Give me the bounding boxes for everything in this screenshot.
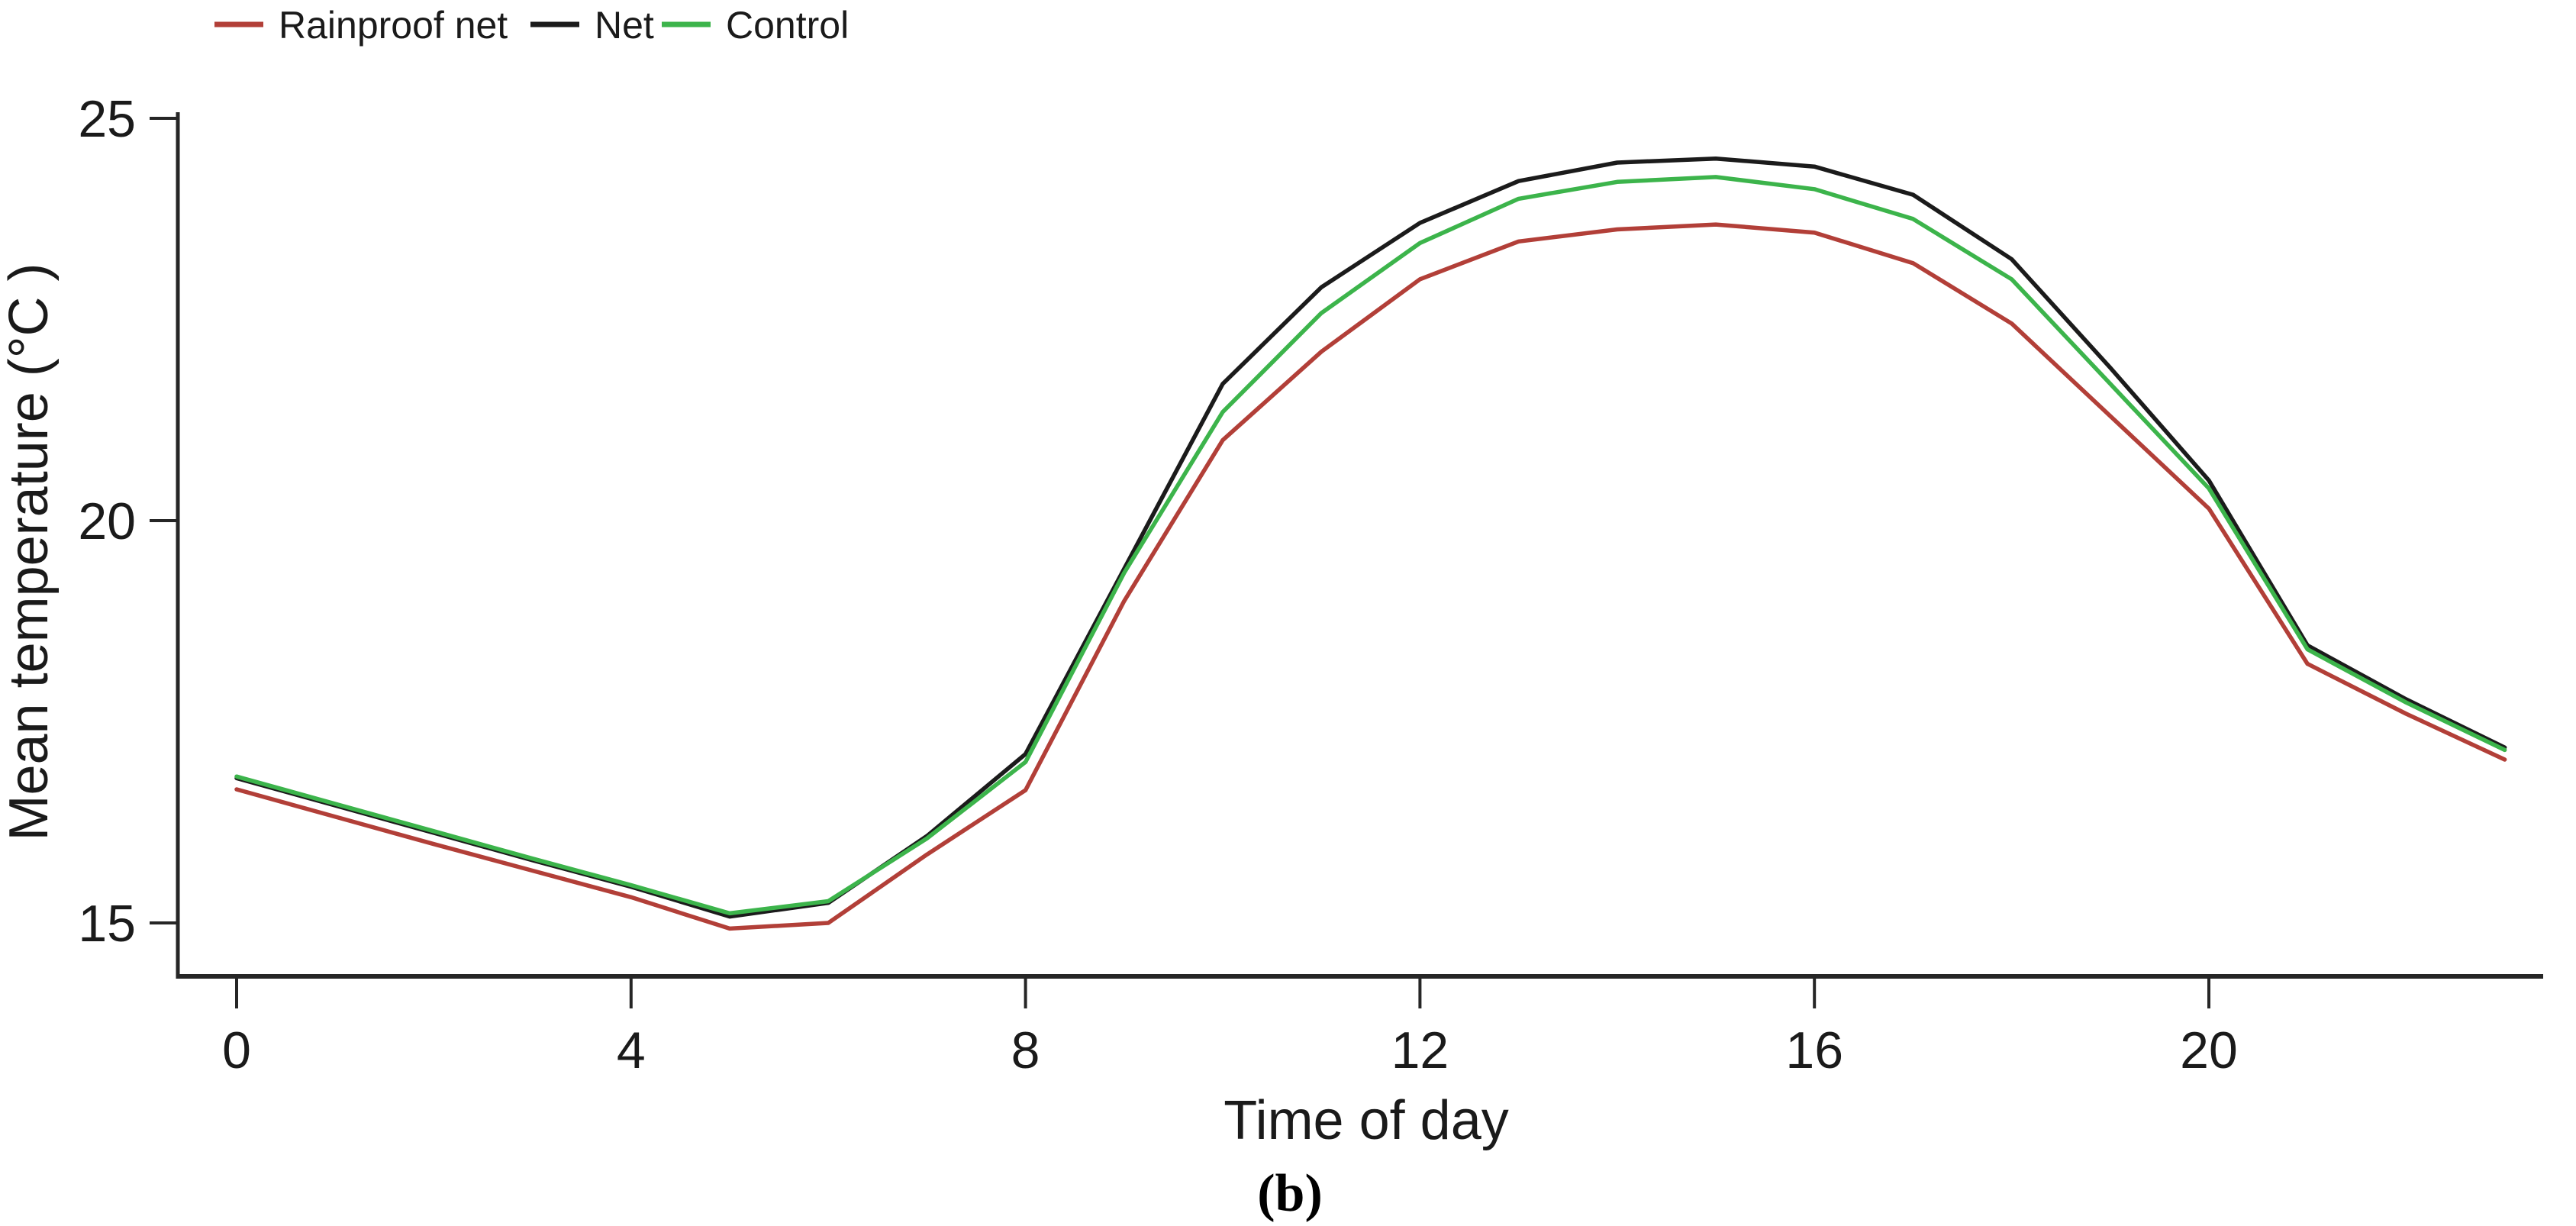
y-tick-label: 15 — [78, 895, 136, 953]
x-tick-label: 8 — [1011, 1021, 1040, 1079]
series-line-control — [234, 175, 2507, 916]
series-line-net — [234, 156, 2507, 919]
legend-label-control: Control — [726, 4, 849, 47]
figure-caption: (b) — [1257, 1164, 1323, 1223]
x-tick-label: 0 — [222, 1021, 251, 1079]
chart-legend: Rainproof net Net Control — [214, 4, 849, 47]
series-line-rainproof-net — [234, 222, 2507, 931]
chart-series — [234, 156, 2507, 931]
y-tick-label: 25 — [78, 90, 136, 148]
x-tick-label: 4 — [617, 1021, 646, 1079]
y-axis-title: Mean temperature (°C ) — [0, 263, 60, 840]
x-tick-label: 12 — [1391, 1021, 1449, 1079]
x-tick-label: 16 — [1785, 1021, 1843, 1079]
chart-axes: 15 20 25 0 4 8 12 16 20 — [78, 90, 2543, 1079]
x-tick-label: 20 — [2180, 1021, 2238, 1079]
legend-label-rainproof-net: Rainproof net — [279, 4, 508, 47]
y-tick-label: 20 — [78, 492, 136, 550]
x-axis-title: Time of day — [1224, 1090, 1508, 1151]
legend-label-net: Net — [595, 4, 654, 47]
